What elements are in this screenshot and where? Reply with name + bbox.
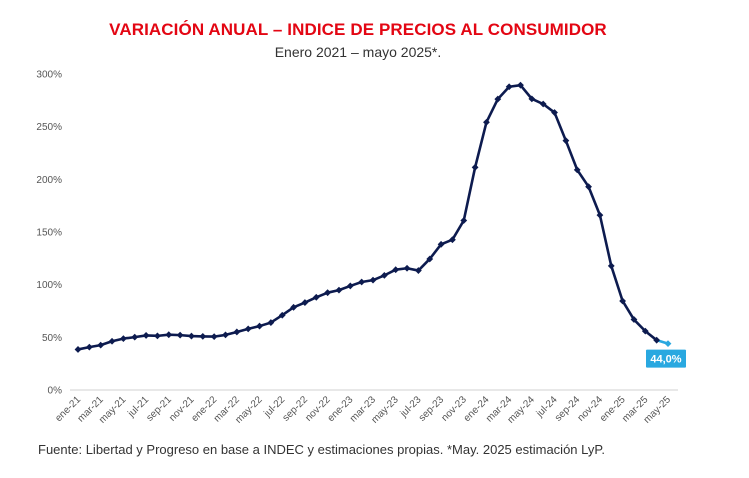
series-line [77, 83, 658, 351]
data-point [539, 100, 547, 108]
data-point [108, 337, 116, 345]
data-point [585, 183, 592, 191]
data-point [301, 299, 309, 306]
data-point [85, 343, 93, 351]
data-point [630, 316, 638, 323]
chart-title: VARIACIÓN ANUAL – INDICE DE PRECIOS AL C… [109, 20, 607, 39]
data-point [517, 81, 524, 89]
data-point [573, 166, 581, 174]
data-point [97, 341, 105, 349]
data-point [312, 293, 320, 301]
data-point [290, 303, 297, 311]
data-point [392, 266, 400, 274]
y-tick-label: 200% [36, 175, 62, 186]
data-point [154, 332, 161, 340]
data-point [471, 163, 479, 171]
y-axis: 0% 50% 100% 150% 200% 250% 300% [36, 70, 62, 397]
data-point [188, 332, 195, 340]
y-tick-label: 250% [36, 122, 62, 133]
data-point [414, 267, 422, 274]
line-chart: 0% 50% 100% 150% 200% 250% 300% ene-21mar-21ma… [36, 70, 686, 426]
data-point [607, 262, 615, 270]
data-point [165, 331, 173, 339]
data-point [483, 118, 490, 126]
data-point [596, 211, 604, 219]
data-point [619, 297, 627, 305]
source-note: Fuente: Libertad y Progreso en base a IN… [38, 442, 605, 457]
data-point [267, 319, 275, 326]
data-label: 44,0% [646, 349, 686, 368]
data-label-box [646, 349, 686, 368]
data-point [551, 109, 558, 116]
data-point [380, 271, 388, 279]
data-point [324, 289, 332, 297]
x-axis: ene-21mar-21may-21jul-21sep-21nov-21ene-… [53, 394, 673, 426]
data-point [176, 331, 184, 339]
data-point [460, 217, 468, 224]
series-markers [74, 81, 672, 353]
y-tick-label: 300% [36, 70, 62, 81]
data-point [335, 286, 343, 294]
data-point [278, 311, 286, 319]
chart-subtitle: Enero 2021 – mayo 2025*. [274, 44, 442, 60]
data-point [426, 255, 434, 263]
y-tick-label: 0% [48, 386, 63, 397]
data-point [403, 264, 411, 272]
data-point [528, 95, 536, 103]
data-point [119, 335, 127, 342]
y-tick-label: 50% [42, 333, 62, 344]
data-label-text: 44,0% [650, 354, 681, 366]
data-point [653, 336, 661, 344]
data-point [74, 346, 82, 353]
data-point [437, 240, 445, 248]
data-point [244, 325, 252, 333]
y-tick-label: 100% [36, 280, 62, 291]
data-point [449, 236, 456, 244]
data-point [233, 328, 241, 336]
data-point [210, 333, 218, 340]
data-point [256, 322, 263, 330]
data-point [222, 331, 229, 339]
data-point [131, 333, 139, 341]
data-point [142, 332, 150, 339]
data-point [358, 278, 366, 286]
y-tick-label: 150% [36, 228, 62, 239]
data-point [641, 327, 649, 335]
data-point [199, 332, 207, 340]
data-point [346, 282, 354, 290]
data-point [369, 276, 377, 284]
data-point [562, 137, 570, 145]
data-point [664, 340, 672, 348]
data-point [494, 95, 502, 103]
data-point [505, 83, 513, 91]
